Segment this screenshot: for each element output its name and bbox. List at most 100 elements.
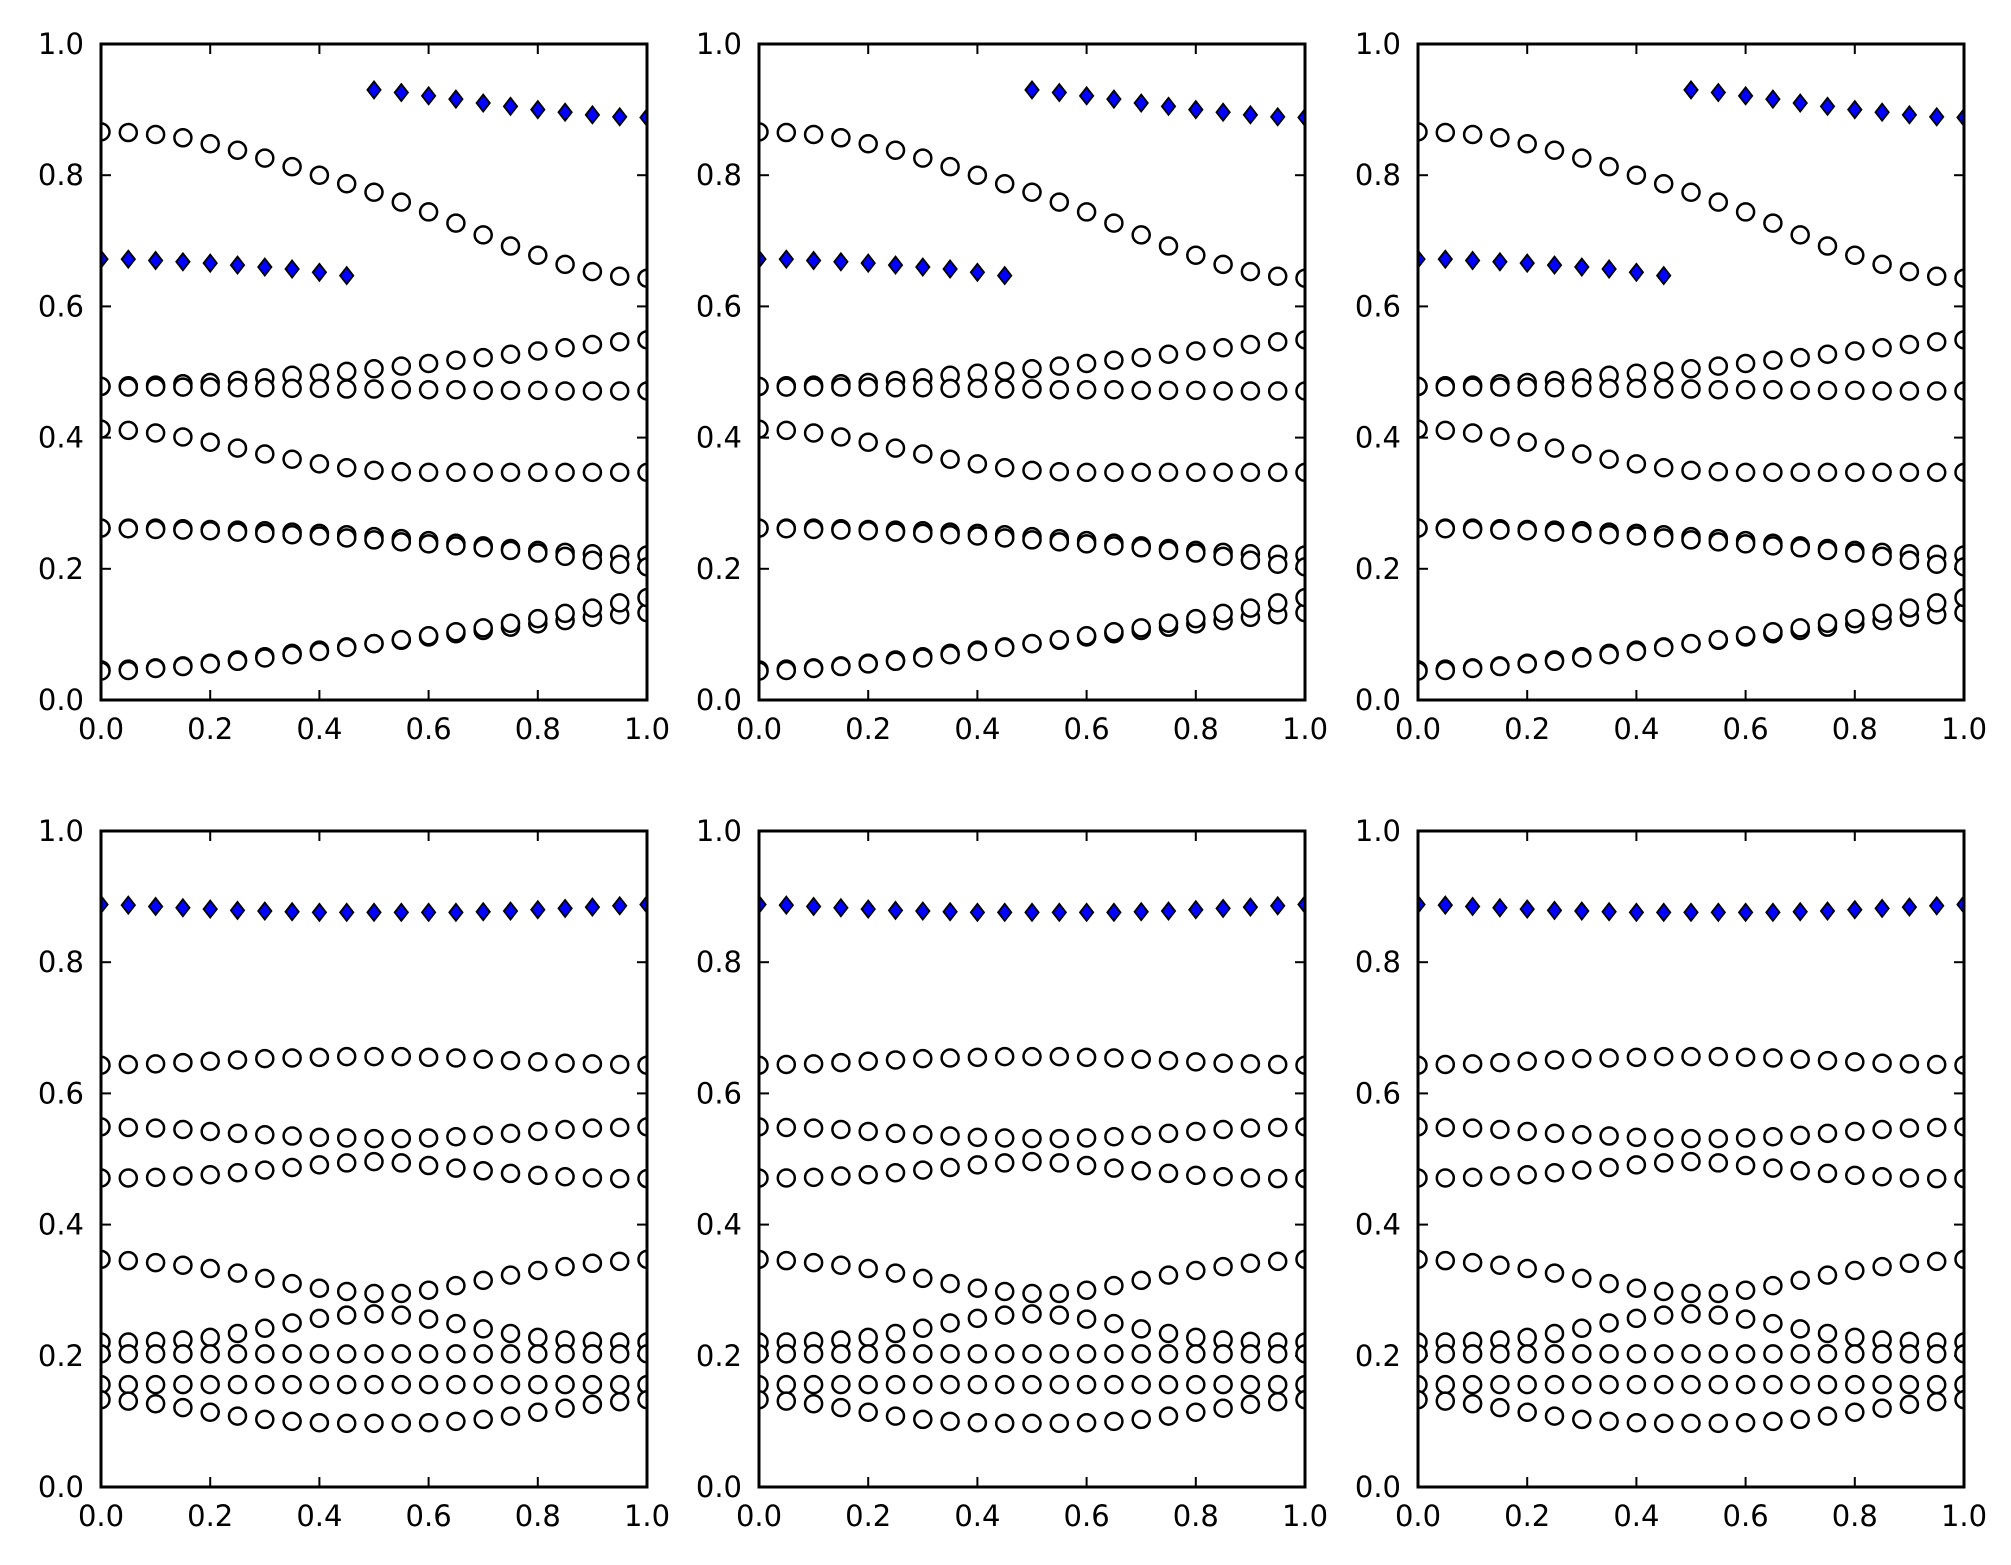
data-point-circle	[1954, 557, 1964, 577]
y-tick-label: 1.0	[1355, 27, 1401, 61]
series-4	[759, 419, 1305, 483]
data-point-diamond	[778, 895, 795, 916]
data-point-circle	[858, 133, 878, 154]
data-point-circle	[446, 350, 466, 370]
data-point-circle	[1517, 1051, 1537, 1072]
data-point-circle	[831, 1374, 851, 1395]
data-point-circle	[1735, 1280, 1756, 1300]
series-9	[759, 1390, 1305, 1434]
data-point-circle	[336, 1153, 357, 1173]
data-point-circle	[528, 1121, 548, 1142]
data-point-circle	[227, 1406, 248, 1426]
series-8	[1418, 1374, 1964, 1395]
x-tick-label: 0.6	[406, 712, 452, 746]
data-point-circle	[418, 1128, 439, 1148]
data-point-circle	[803, 519, 824, 540]
data-point-circle	[913, 1268, 933, 1289]
data-point-circle	[1158, 1406, 1179, 1426]
x-tick-label: 0.0	[1395, 1499, 1441, 1533]
data-point-circle	[1790, 538, 1810, 558]
data-point-circle	[1240, 1168, 1261, 1188]
data-point-circle	[1763, 536, 1783, 556]
data-point-circle	[1899, 598, 1920, 618]
data-point-circle	[200, 654, 220, 674]
data-point-circle	[759, 1390, 769, 1410]
data-point-circle	[282, 1313, 302, 1333]
data-point-circle	[1131, 462, 1151, 483]
data-point-circle	[1708, 356, 1729, 376]
data-point-circle	[446, 462, 466, 483]
data-point-circle	[473, 1270, 493, 1291]
data-point-circle	[1158, 1163, 1179, 1184]
data-point-circle	[145, 1167, 166, 1188]
data-point-circle	[1158, 1050, 1179, 1071]
data-point-circle	[227, 651, 248, 672]
data-point-circle	[1872, 1119, 1892, 1140]
data-point-circle	[173, 128, 193, 148]
data-point-circle	[1817, 380, 1838, 401]
data-point-diamond	[1242, 104, 1259, 125]
data-point-circle	[173, 1052, 193, 1073]
data-point-circle	[1735, 625, 1756, 646]
data-point-circle	[1735, 379, 1756, 400]
data-point-diamond	[584, 897, 601, 918]
data-point-circle	[1267, 1374, 1288, 1395]
data-point-circle	[1158, 613, 1179, 633]
data-point-circle	[1462, 1374, 1483, 1395]
data-point-circle	[831, 377, 851, 397]
data-point-circle	[885, 1123, 906, 1144]
data-point-circle	[145, 124, 166, 145]
data-point-circle	[1022, 1128, 1042, 1149]
data-point-circle	[1186, 341, 1206, 361]
data-point-circle	[1735, 1309, 1756, 1329]
series-10	[366, 79, 647, 128]
data-point-circle	[913, 1344, 933, 1364]
data-point-circle	[831, 1397, 851, 1418]
x-tick-label: 0.2	[845, 1499, 891, 1533]
x-tick-label: 0.4	[1613, 1499, 1659, 1533]
data-point-circle	[227, 1123, 248, 1144]
data-point-circle	[1708, 532, 1729, 552]
series-9	[101, 249, 355, 286]
data-point-circle	[418, 1047, 439, 1068]
data-point-circle	[255, 1374, 275, 1395]
x-tick-label: 0.2	[187, 712, 233, 746]
data-point-circle	[1790, 1374, 1810, 1395]
data-point-circle	[994, 1344, 1015, 1364]
data-point-circle	[994, 458, 1015, 478]
data-point-circle	[173, 377, 193, 397]
data-point-diamond	[833, 251, 849, 272]
data-point-circle	[391, 379, 412, 400]
data-point-diamond	[1418, 249, 1426, 270]
data-point-circle	[1653, 458, 1674, 478]
data-point-diamond	[1874, 898, 1890, 919]
data-point-circle	[582, 598, 603, 618]
data-point-circle	[1790, 1125, 1810, 1146]
data-point-circle	[101, 1055, 111, 1075]
data-point-circle	[803, 124, 824, 145]
data-point-circle	[173, 1119, 193, 1140]
data-point-circle	[200, 1327, 220, 1348]
data-point-circle	[200, 1164, 220, 1185]
data-point-circle	[118, 1374, 139, 1395]
y-tick-label: 0.0	[696, 1470, 742, 1504]
data-point-circle	[1544, 1263, 1565, 1283]
data-point-circle	[446, 1126, 466, 1147]
data-point-circle	[1599, 1411, 1619, 1432]
data-point-circle	[1295, 1344, 1305, 1364]
data-point-circle	[1517, 432, 1537, 452]
data-point-circle	[1790, 347, 1810, 368]
data-point-circle	[282, 1411, 302, 1432]
data-point-circle	[255, 523, 275, 544]
data-point-circle	[1435, 1168, 1456, 1188]
data-point-circle	[1544, 1050, 1565, 1070]
series-9	[1418, 249, 1672, 286]
data-point-circle	[1845, 1260, 1865, 1281]
data-point-circle	[1763, 1344, 1783, 1364]
data-point-circle	[885, 438, 906, 458]
chart-panel-5: 0.0 0.2 0.4 0.6 0.8 1.0 0.0 0.2 0.4 0.6 0.8 1.0	[696, 814, 1328, 1533]
data-point-circle	[500, 1265, 521, 1285]
data-point-circle	[994, 1153, 1015, 1173]
data-point-circle	[1572, 1268, 1592, 1289]
data-point-circle	[528, 1402, 548, 1422]
